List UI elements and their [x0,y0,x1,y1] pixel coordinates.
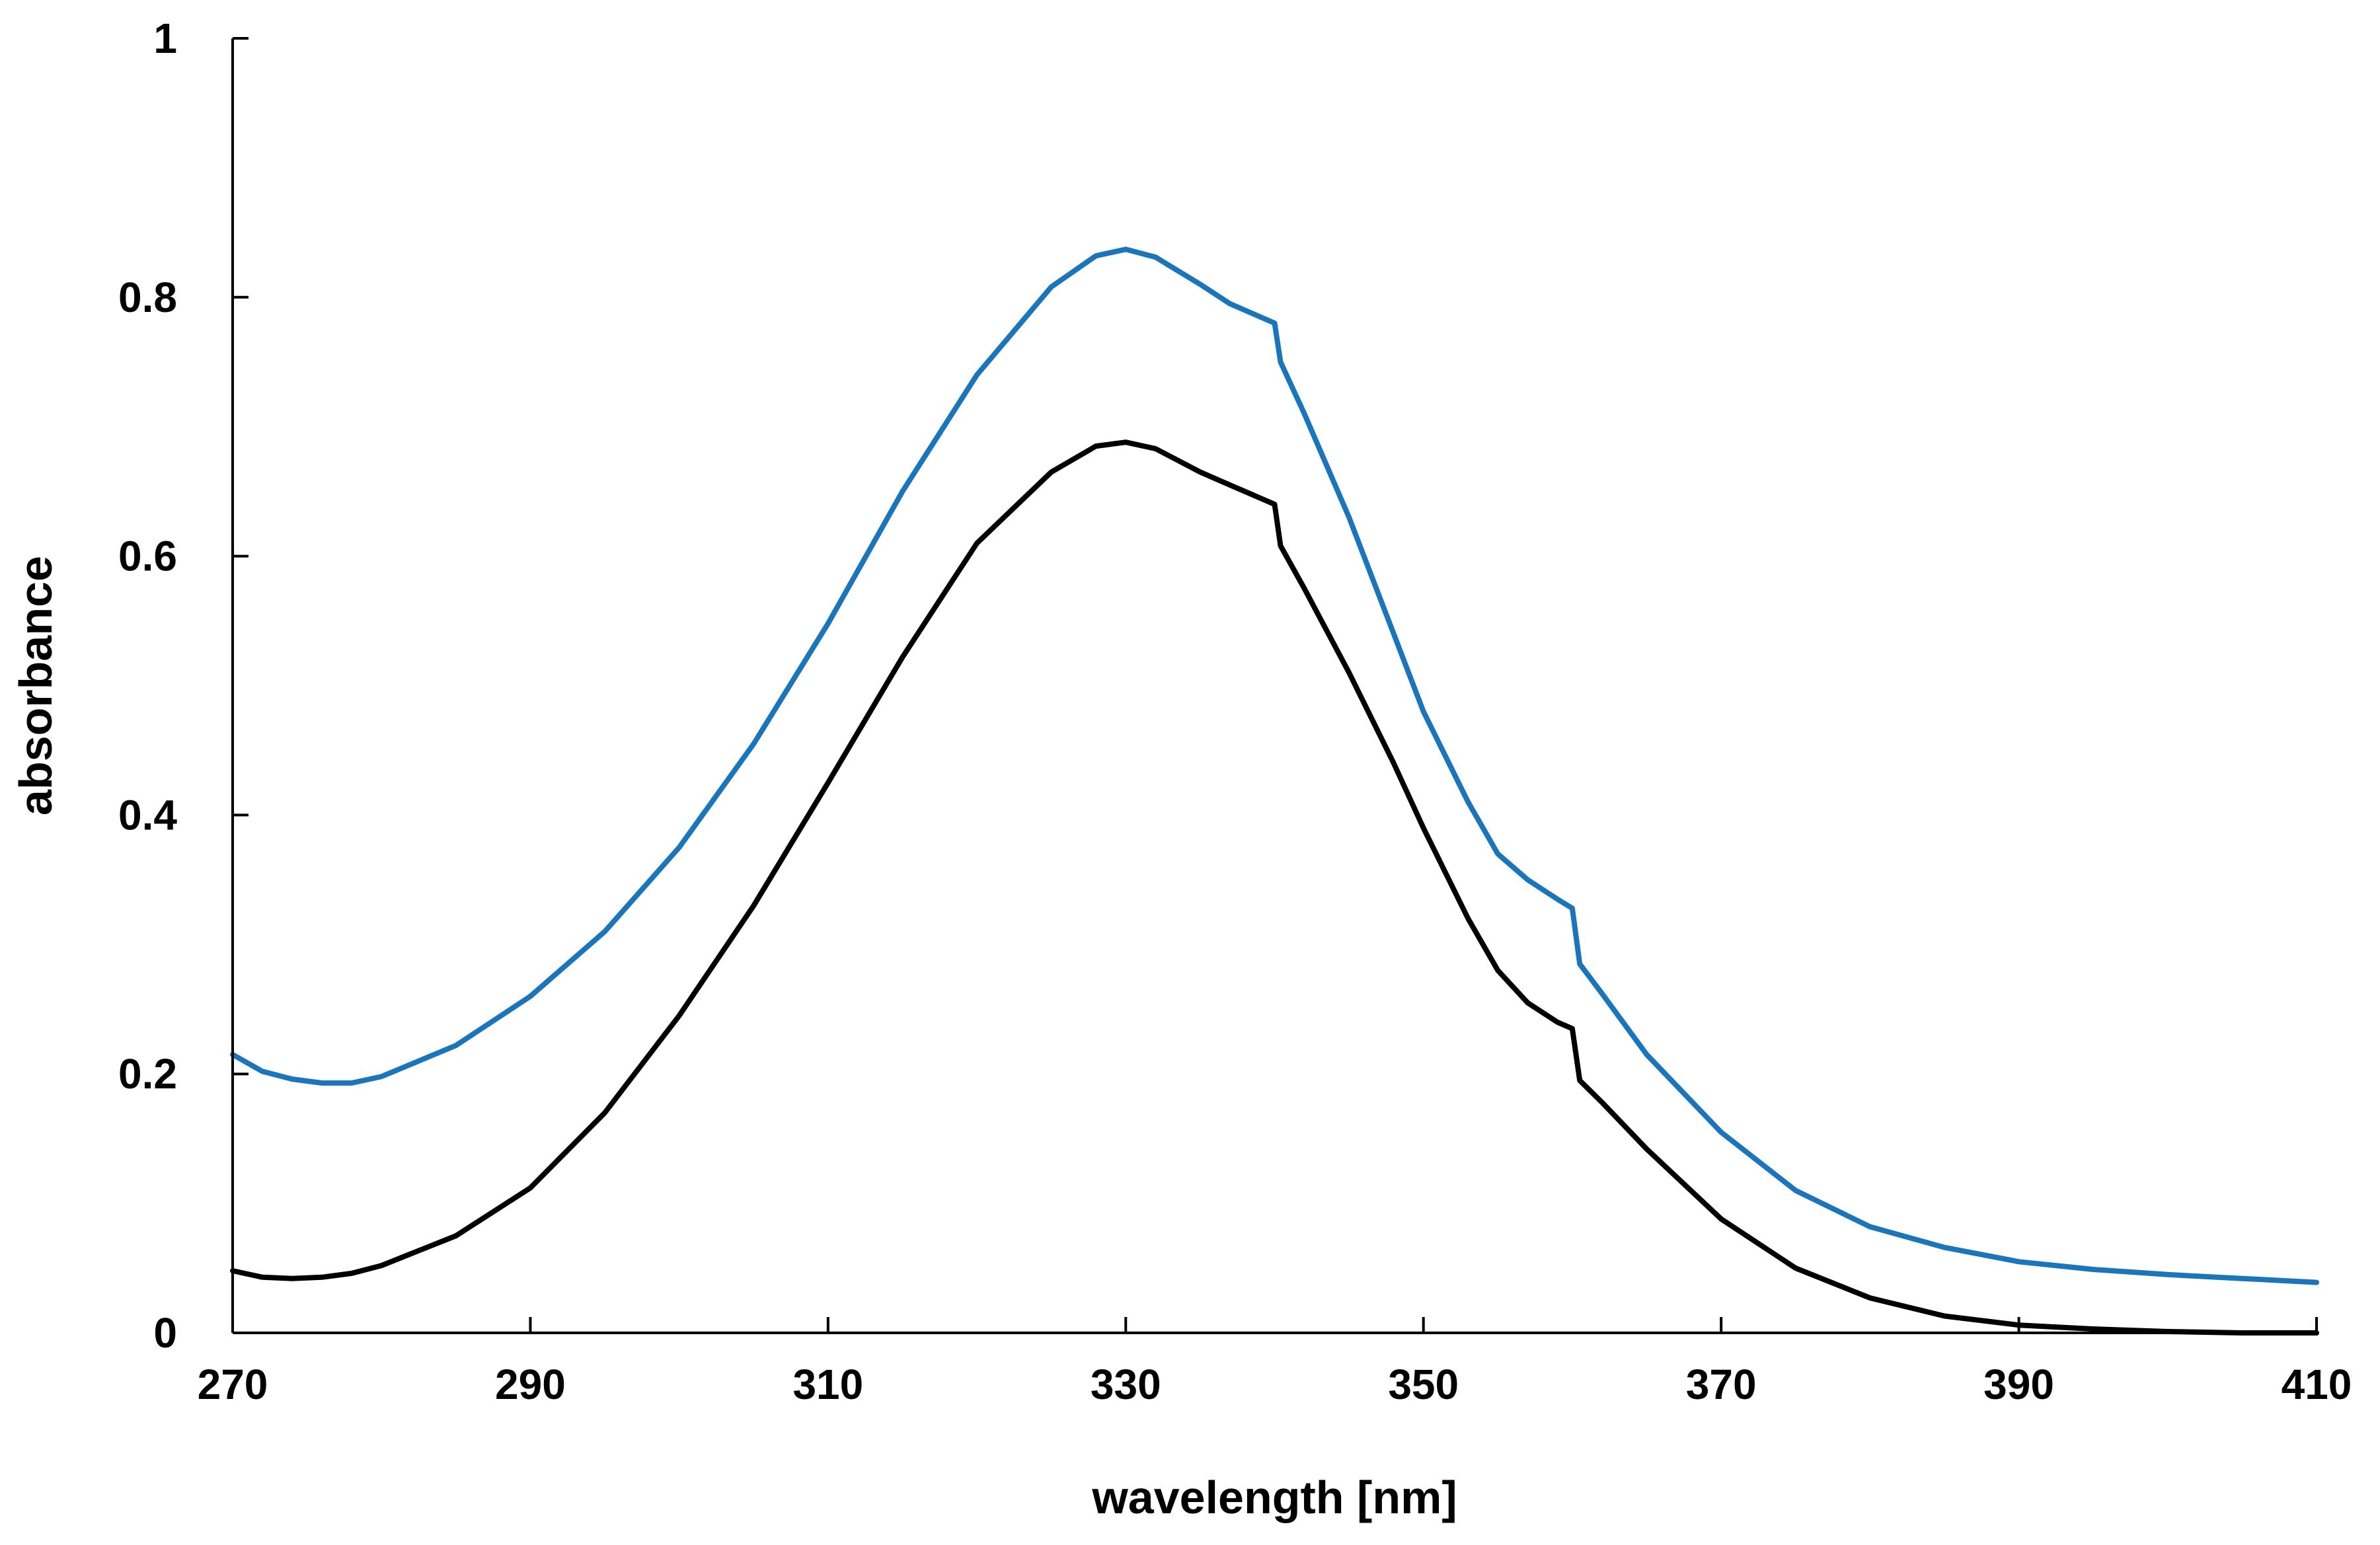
y-axis-title: absorbance [10,556,61,815]
x-tick-label: 330 [1091,1361,1161,1408]
x-tick-label: 290 [495,1361,566,1408]
x-axis-ticks: 270 290 310 330 350 370 390 410 [198,1317,2352,1408]
upper-spectrum-line [230,246,2319,1285]
x-tick-label: 350 [1388,1361,1459,1408]
x-tick-label: 370 [1686,1361,1757,1408]
y-tick-label: 0.6 [118,533,177,580]
x-tick-label: 310 [792,1361,863,1408]
x-tick-label: 270 [198,1361,268,1408]
y-tick-label: 1 [153,15,177,62]
y-axis-ticks: 0 0.2 0.4 0.6 0.8 1 [118,15,249,1357]
x-axis-title: wavelength [nm] [1091,1472,1457,1523]
y-tick-label: 0.4 [118,791,177,839]
x-tick-label: 390 [1983,1361,2054,1408]
series-layer [230,246,2319,1336]
lower-spectrum-line [230,439,2319,1336]
y-tick-label: 0.8 [118,274,177,321]
x-tick-label: 410 [2282,1361,2352,1408]
y-tick-label: 0 [153,1309,177,1357]
y-tick-label: 0.2 [118,1050,177,1098]
